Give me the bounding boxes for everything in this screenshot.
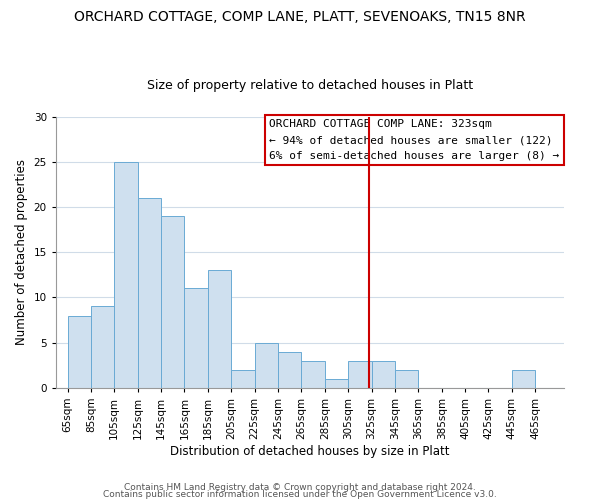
Text: Contains HM Land Registry data © Crown copyright and database right 2024.: Contains HM Land Registry data © Crown c… [124, 484, 476, 492]
Text: Contains public sector information licensed under the Open Government Licence v3: Contains public sector information licen… [103, 490, 497, 499]
Bar [208, 270, 231, 388]
Bar [114, 162, 137, 388]
Text: ORCHARD COTTAGE COMP LANE: 323sqm
← 94% of detached houses are smaller (122)
6% : ORCHARD COTTAGE COMP LANE: 323sqm ← 94% … [269, 120, 560, 160]
Bar [184, 288, 208, 388]
Bar [512, 370, 535, 388]
Bar [371, 360, 395, 388]
Bar [301, 360, 325, 388]
Bar [254, 342, 278, 388]
X-axis label: Distribution of detached houses by size in Platt: Distribution of detached houses by size … [170, 444, 450, 458]
Bar [325, 379, 348, 388]
Text: ORCHARD COTTAGE, COMP LANE, PLATT, SEVENOAKS, TN15 8NR: ORCHARD COTTAGE, COMP LANE, PLATT, SEVEN… [74, 10, 526, 24]
Bar [91, 306, 114, 388]
Bar [231, 370, 254, 388]
Bar [137, 198, 161, 388]
Bar [395, 370, 418, 388]
Bar [348, 360, 371, 388]
Bar [278, 352, 301, 388]
Bar [68, 316, 91, 388]
Title: Size of property relative to detached houses in Platt: Size of property relative to detached ho… [147, 79, 473, 92]
Y-axis label: Number of detached properties: Number of detached properties [15, 160, 28, 346]
Bar [161, 216, 184, 388]
